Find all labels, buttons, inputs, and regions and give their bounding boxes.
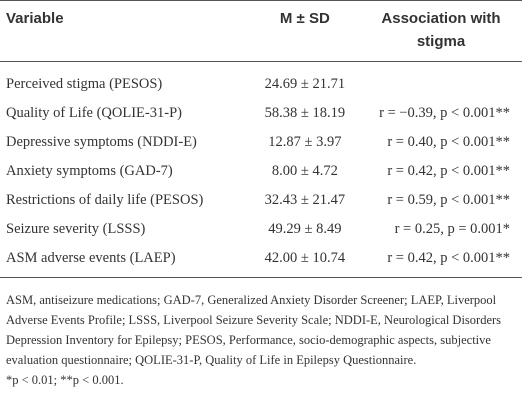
table-row: Anxiety symptoms (GAD-7) 8.00 ± 4.72 r = 0… — [0, 157, 522, 186]
table-cell: r = 0.25, p = 0.001* — [394, 221, 510, 237]
table-cell: r = 0.59, p < 0.001** — [387, 192, 510, 208]
table-row: Quality of Life (QOLIE-31-P) 58.38 ± 18.1… — [0, 99, 522, 128]
table-row: ASM adverse events (LAEP) 42.00 ± 10.74 r … — [0, 244, 522, 278]
table-body: Perceived stigma (PESOS) 24.69 ± 21.71 Qua… — [0, 62, 522, 278]
table-cell: Depressive symptoms (NDDI-E) — [6, 134, 197, 150]
header-row: Variable M ± SD Association with stigma — [0, 0, 522, 62]
table-cell: Seizure severity (LSSS) — [6, 221, 146, 237]
header-cell: Association with stigma — [360, 0, 522, 62]
table-cell: 58.38 ± 18.19 — [264, 105, 346, 121]
table-cell: Restrictions of daily life (PESOS) — [6, 192, 204, 208]
table-row: Perceived stigma (PESOS) 24.69 ± 21.71 — [0, 62, 522, 100]
table-cell: 42.00 ± 10.74 — [264, 250, 346, 266]
table-cell: 8.00 ± 4.72 — [271, 163, 338, 179]
header-cell: Variable — [0, 0, 250, 62]
table-cell: ASM adverse events (LAEP) — [6, 250, 176, 266]
table-row: Seizure severity (LSSS) 49.29 ± 8.49 r = 0… — [0, 215, 522, 244]
table-cell: Quality of Life (QOLIE-31-P) — [6, 105, 182, 121]
table-cell: r = 0.42, p < 0.001** — [387, 250, 510, 266]
table-row: Restrictions of daily life (PESOS) 32.43 … — [0, 186, 522, 215]
table-cell: r = 0.42, p < 0.001** — [387, 163, 510, 179]
table-cell: Anxiety symptoms (GAD-7) — [6, 163, 173, 179]
table-cell: r = 0.40, p < 0.001** — [387, 134, 510, 150]
footnote: ASM, antiseizure medications; GAD-7, Gen… — [0, 278, 522, 390]
footnote-significance: *p < 0.01; **p < 0.001. — [6, 373, 124, 387]
table-cell — [360, 62, 522, 100]
table-cell: 32.43 ± 21.47 — [264, 192, 346, 208]
table-cell: r = −0.39, p < 0.001** — [379, 105, 510, 121]
table-cell: 24.69 ± 21.71 — [264, 76, 346, 92]
table-cell: 49.29 ± 8.49 — [268, 221, 342, 237]
table-cell: Perceived stigma (PESOS) — [6, 76, 163, 92]
header-cell: M ± SD — [249, 0, 360, 62]
data-table: Variable M ± SD Association with stigma Pe… — [0, 0, 522, 278]
table-row: Depressive symptoms (NDDI-E) 12.87 ± 3.97… — [0, 128, 522, 157]
table-cell: 12.87 ± 3.97 — [268, 134, 342, 150]
footnote-abbreviations: ASM, antiseizure medications; GAD-7, Gen… — [6, 293, 502, 367]
